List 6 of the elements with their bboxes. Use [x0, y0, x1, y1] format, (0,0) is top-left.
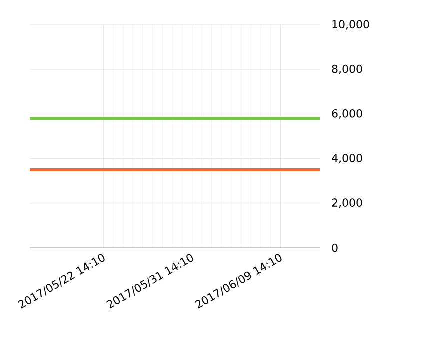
y-tick-label: 4,000 [332, 154, 362, 164]
y-tick-label: 0 [332, 244, 338, 252]
y-tick-label: 2,000 [332, 198, 362, 208]
y-tick-label: 6,000 [332, 109, 362, 119]
y-tick-label: 8,000 [332, 64, 362, 74]
y-tick-label: 10,000 [332, 20, 370, 30]
